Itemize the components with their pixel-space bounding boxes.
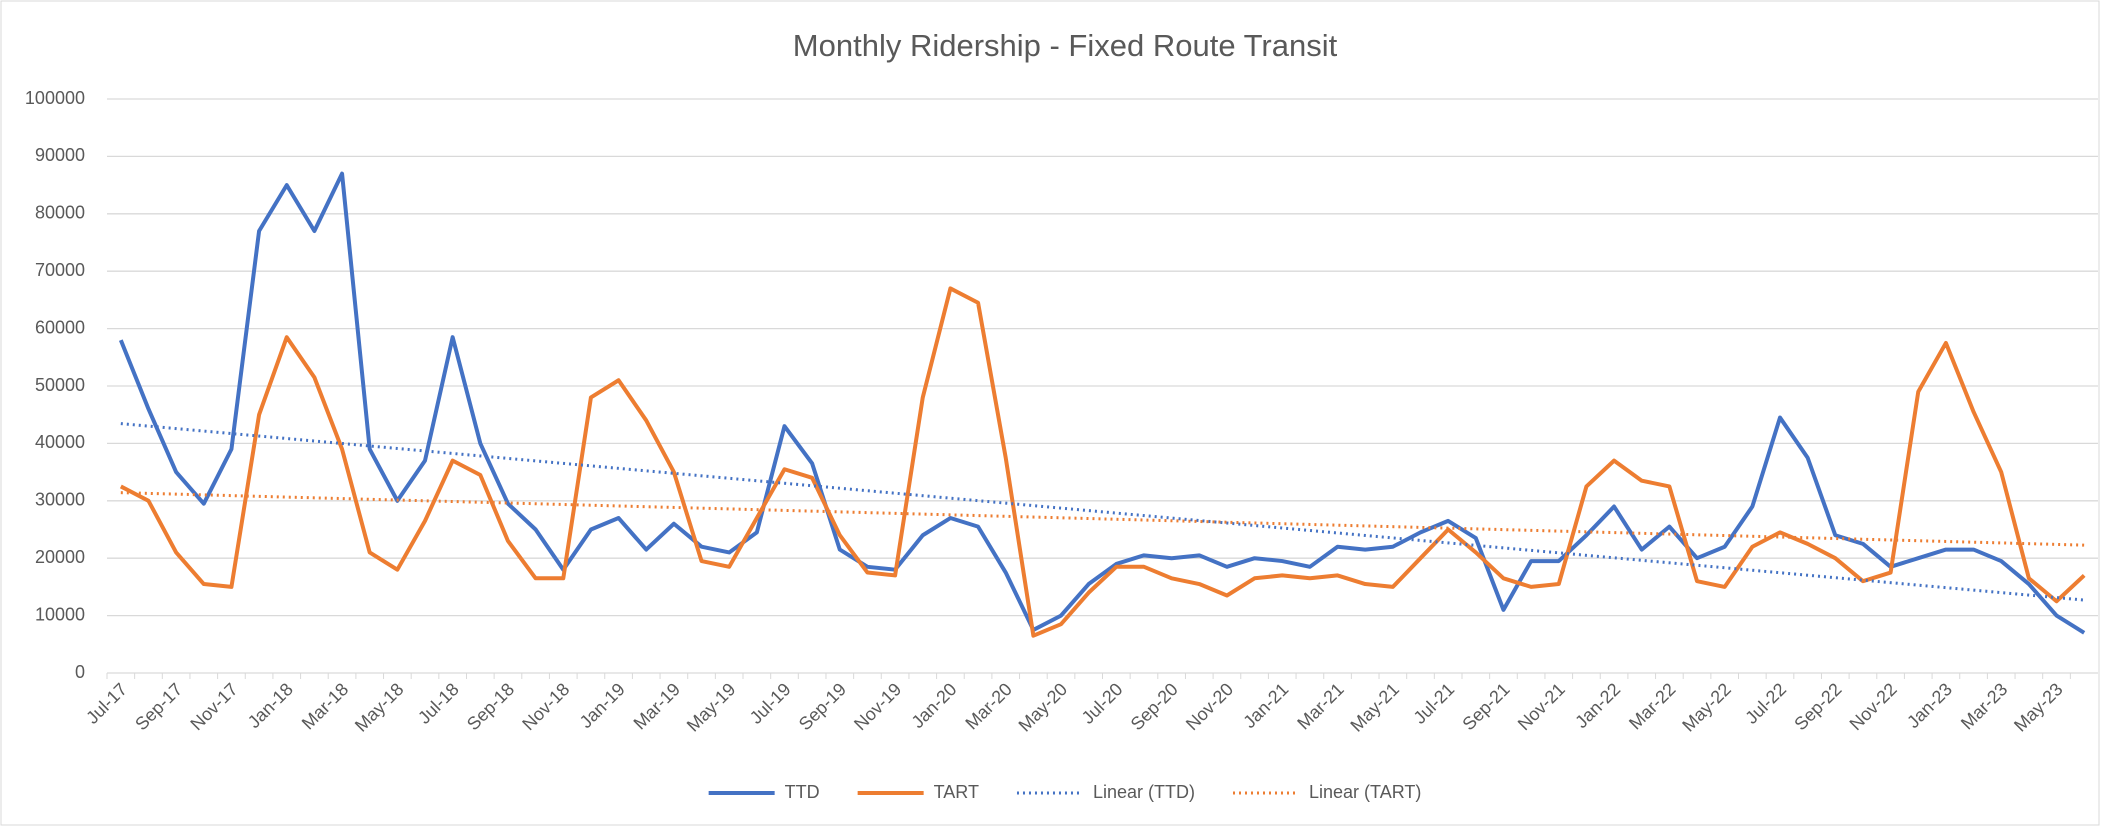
y-tick-label: 40000 [35, 432, 85, 452]
y-tick-label: 30000 [35, 490, 85, 510]
legend-label: Linear (TTD) [1093, 782, 1195, 802]
series-line [119, 286, 2086, 638]
series-line [118, 171, 2086, 635]
y-tick-label: 90000 [35, 145, 85, 165]
y-tick-label: 50000 [35, 375, 85, 395]
y-tick-label: 10000 [35, 604, 85, 624]
y-tick-label: 100000 [25, 88, 85, 108]
legend-label: Linear (TART) [1309, 782, 1421, 802]
chart-title: Monthly Ridership - Fixed Route Transit [793, 28, 1338, 63]
y-tick-label: 60000 [35, 317, 85, 337]
y-tick-label: 0 [75, 662, 85, 682]
y-tick-label: 20000 [35, 547, 85, 567]
legend-label: TART [934, 782, 979, 802]
y-tick-label: 70000 [35, 260, 85, 280]
y-tick-label: 80000 [35, 203, 85, 223]
trendline [120, 422, 2085, 602]
legend-label: TTD [785, 782, 820, 802]
